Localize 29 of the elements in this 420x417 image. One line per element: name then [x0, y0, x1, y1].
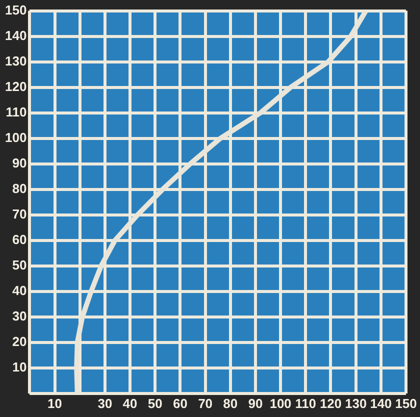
x-tick-label: 70	[198, 396, 213, 411]
x-tick-label: 130	[344, 396, 367, 411]
y-tick-label: 70	[12, 206, 27, 222]
y-tick-label: 140	[4, 28, 27, 43]
x-tick-label: 150	[395, 396, 417, 411]
x-tick-label: 120	[320, 396, 342, 411]
x-tick-label: 100	[270, 396, 292, 411]
y-tick-label: 30	[12, 308, 27, 324]
x-tick-label: 10	[48, 396, 62, 411]
x-tick-label: 30	[98, 396, 112, 411]
x-tick-label: 80	[223, 396, 238, 411]
y-tick-label: 100	[4, 130, 27, 145]
x-tick-label: 90	[248, 396, 263, 411]
x-tick-label: 40	[122, 396, 138, 411]
y-tick-label: 150	[4, 2, 27, 18]
y-tick-label: 20	[12, 334, 27, 349]
y-tick-label: 80	[12, 180, 27, 196]
y-tick-label: 10	[12, 359, 27, 374]
y-tick-label: 90	[12, 155, 27, 170]
y-tick-label: 120	[4, 78, 27, 94]
x-tick-label: 110	[295, 396, 316, 411]
x-tick-label: 60	[172, 396, 188, 411]
y-tick-label: 130	[4, 53, 27, 68]
x-tick-label: 50	[148, 396, 162, 411]
y-tick-label: 60	[12, 232, 27, 247]
y-tick-label: 110	[6, 104, 27, 120]
y-tick-label: 40	[12, 282, 27, 298]
y-tick-label: 50	[12, 257, 27, 272]
x-tick-label: 140	[370, 396, 392, 411]
